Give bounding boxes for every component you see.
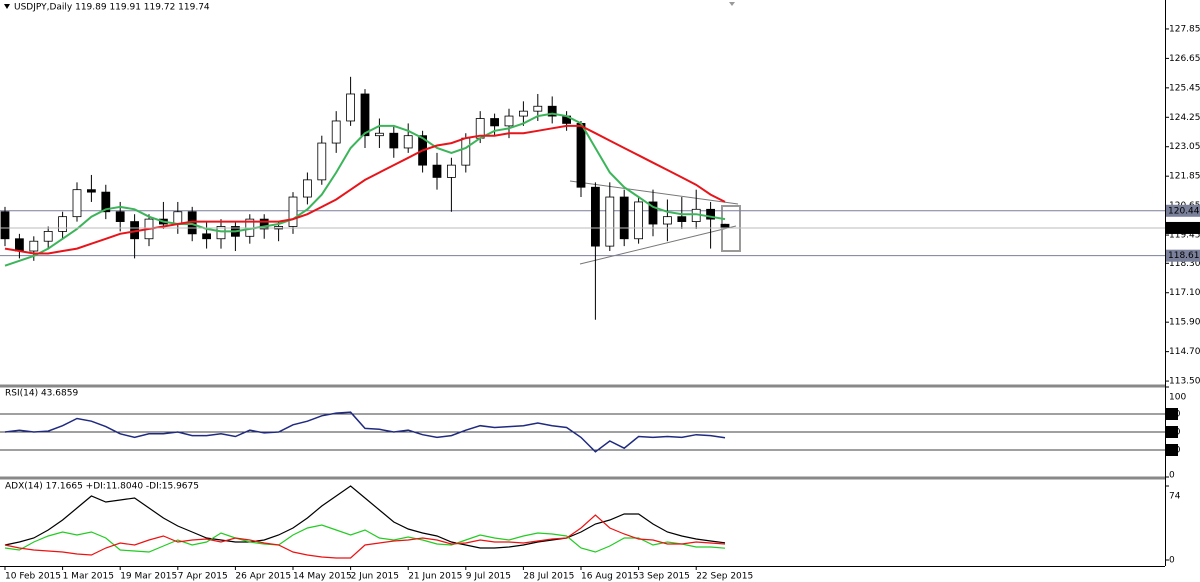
candle-body [173, 211, 183, 225]
candle-body [14, 238, 24, 252]
rectangle-object [721, 205, 741, 252]
y-tick-label: 123.05 [1169, 142, 1200, 152]
level-label-box [1166, 444, 1178, 456]
candle-body [605, 196, 615, 247]
candle-body [302, 179, 312, 198]
x-tick-label: 9 Jul 2015 [466, 572, 511, 582]
candle-body [216, 226, 226, 240]
y-tick-label: 0 [1169, 556, 1175, 566]
trendline [579, 225, 737, 265]
price-label-box [1166, 204, 1200, 217]
x-tick-label: 1 Mar 2015 [63, 572, 114, 582]
candle-body [288, 196, 298, 227]
level-label-box [1166, 426, 1178, 438]
shift-marker [729, 2, 735, 6]
x-tick-label: 2 Jun 2015 [351, 572, 399, 582]
indicator-line [4, 411, 726, 453]
candle-body [432, 164, 442, 178]
indicator-line [4, 514, 726, 559]
x-tick-label: 26 Apr 2015 [235, 572, 291, 582]
candle-body [533, 105, 543, 112]
trendline [569, 180, 739, 205]
y-tick-label: 70 [1169, 410, 1181, 420]
candle-body [87, 189, 96, 193]
x-tick-label: 16 Aug 2015 [581, 572, 639, 582]
y-tick-label: 127.85 [1169, 24, 1200, 34]
y-tick-label: 125.45 [1169, 83, 1200, 93]
candle-body [317, 142, 327, 181]
adx-header: ADX(14) 17.1665 +DI:11.8040 -DI:15.9675 [5, 482, 199, 492]
candle-body [461, 137, 471, 166]
candle-body [0, 211, 10, 240]
x-tick-label: 28 Jul 2015 [523, 572, 574, 582]
candle-body [403, 135, 413, 149]
candle-body [619, 196, 629, 240]
y-tick-label: 50 [1169, 428, 1181, 438]
candle-body [504, 115, 514, 127]
y-tick-label: 100 [1169, 393, 1186, 403]
candle-body [43, 230, 53, 242]
indicator-line [4, 524, 726, 553]
indicator-line [4, 485, 726, 549]
y-tick-label: 117.10 [1169, 288, 1200, 298]
candle-body [259, 218, 269, 230]
y-tick-label: 121.85 [1169, 172, 1200, 182]
candle-body [490, 118, 500, 127]
candle-body [360, 93, 370, 137]
price-label: 118.61 [1168, 251, 1200, 261]
price-label: 120.44 [1168, 206, 1200, 216]
candle-body [706, 208, 715, 220]
x-tick-label: 14 May 2015 [293, 572, 352, 582]
menu-triangle [4, 4, 10, 9]
candle-body [202, 233, 212, 240]
rsi-header: RSI(14) 43.6859 [5, 389, 78, 399]
candle-body [389, 132, 399, 149]
y-tick-label: 30 [1169, 446, 1181, 456]
bid-label: 119.74 [1168, 223, 1200, 233]
main-header: USDJPY,Daily 119.89 119.91 119.72 119.74 [14, 3, 210, 13]
candle-body [101, 191, 111, 213]
candle-body [576, 123, 586, 188]
candle-body [72, 189, 82, 218]
y-tick-label: 0 [1169, 471, 1175, 481]
candle-body [634, 201, 643, 240]
y-tick-label: 118.30 [1169, 259, 1200, 269]
candle-body [547, 105, 557, 117]
candle-body [648, 201, 658, 225]
candle-body [663, 216, 672, 225]
indicator-line [4, 124, 726, 255]
y-tick-label: 74 [1169, 492, 1181, 502]
x-tick-label: 19 Mar 2015 [120, 572, 177, 582]
x-tick-label: 22 Sep 2015 [696, 572, 753, 582]
candle-body [374, 132, 384, 137]
y-tick-label: 126.65 [1169, 54, 1200, 64]
candle-body [720, 223, 730, 229]
y-tick-label: 113.50 [1169, 377, 1200, 387]
candle-body [331, 120, 341, 144]
candle-body [346, 93, 356, 122]
candle-body [29, 240, 39, 252]
y-tick-label: 124.25 [1169, 113, 1200, 123]
y-tick-label: 119.45 [1169, 231, 1200, 241]
candle-body [519, 110, 528, 117]
candle-body [677, 216, 687, 222]
y-tick-label: 114.70 [1169, 347, 1200, 357]
candle-body [446, 164, 456, 178]
x-tick-label: 10 Feb 2015 [5, 572, 61, 582]
indicator-line [4, 112, 726, 267]
candle-body [58, 216, 67, 232]
level-label-box [1166, 408, 1178, 420]
candle-body [115, 211, 125, 222]
price-label-box [1166, 249, 1200, 262]
x-tick-label: 7 Apr 2015 [178, 572, 228, 582]
x-tick-label: 21 Jun 2015 [408, 572, 462, 582]
y-tick-label: 115.90 [1169, 318, 1200, 328]
bid-label-box [1166, 221, 1200, 234]
candle-body [591, 186, 600, 247]
x-tick-label: 3 Sep 2015 [639, 572, 690, 582]
